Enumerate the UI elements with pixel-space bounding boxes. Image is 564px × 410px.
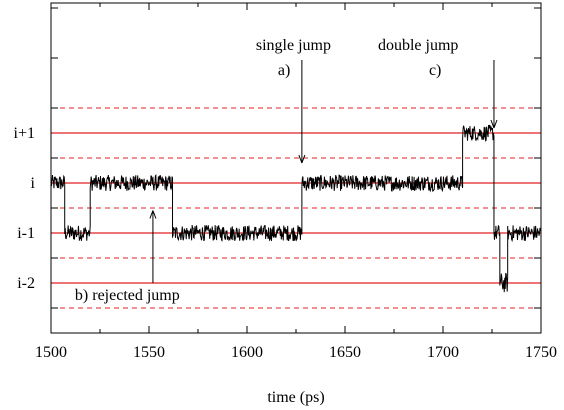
x-tick-label: 1650 [329,344,361,361]
y-axis: i+1 i i-1 i-2 [14,7,541,309]
annotations: single jump a) b) rejected jump double jump… [75,37,498,304]
x-axis-title: time (ps) [267,389,324,406]
x-axis: 1500 1550 1600 1650 1700 1750 [35,3,557,361]
x-tick-label: 1600 [231,344,263,361]
annotation-arrowhead [298,154,306,164]
annotation-rejected-jump: b) rejected jump [75,287,180,304]
y-tick-label: i-2 [17,275,35,292]
annotation-arrowhead [149,210,157,219]
x-tick-label: 1550 [133,344,165,361]
annotation-arrowhead [490,119,498,129]
y-tick-label: i+1 [14,125,35,142]
x-tick-label: 1750 [525,344,557,361]
annotation-double-jump: double jump [378,37,458,54]
annotation-label-c: c) [429,62,441,79]
data-trace [51,124,541,293]
y-tick-label: i-1 [17,225,35,242]
x-tick-label: 1700 [427,344,459,361]
x-tick-label: 1500 [35,344,67,361]
annotation-single-jump: single jump [256,37,331,54]
y-tick-label: i [31,175,36,192]
annotation-label-a: a) [278,62,290,79]
